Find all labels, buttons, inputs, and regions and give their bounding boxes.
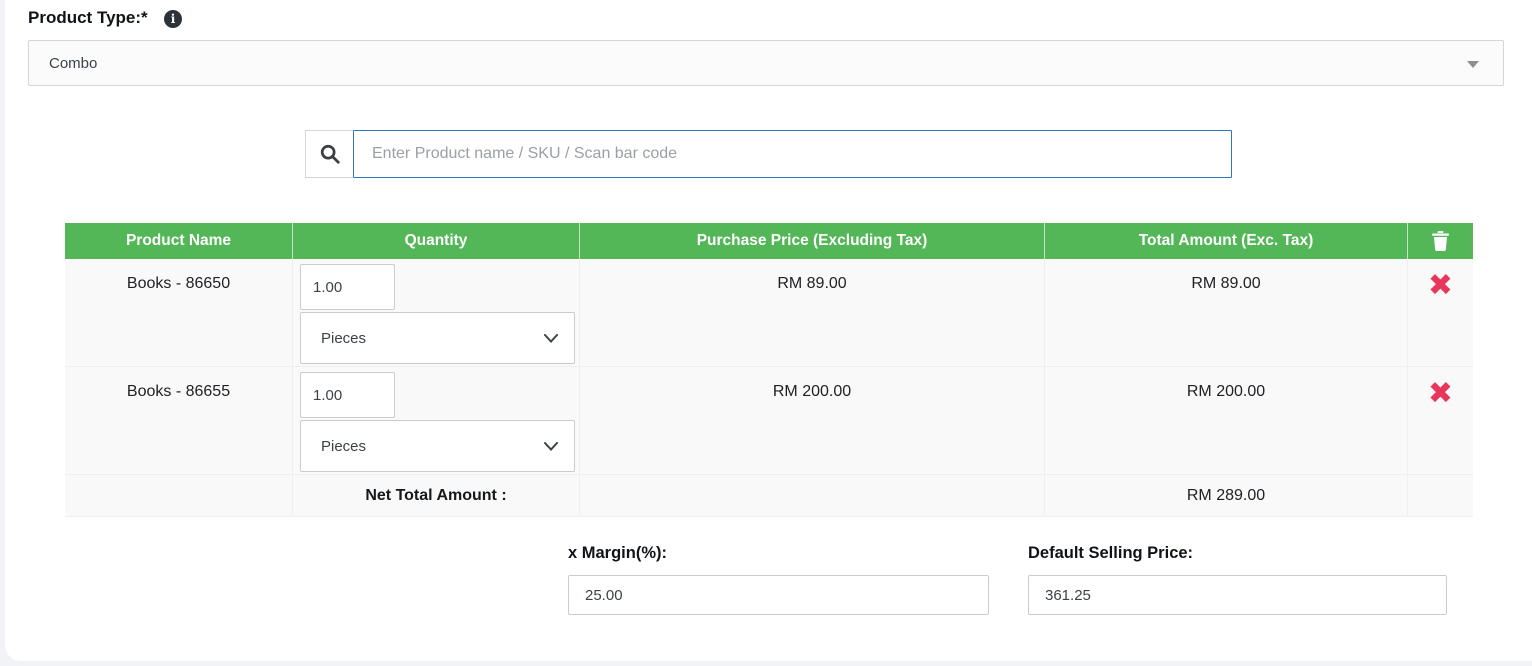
table-row-total-amount: RM 89.00 — [1045, 259, 1408, 367]
header-product-name: Product Name — [65, 223, 293, 259]
table-row-delete-cell: ✖ — [1408, 259, 1473, 367]
total-amount-text: RM 200.00 — [1186, 383, 1266, 400]
chevron-down-icon — [544, 334, 558, 343]
purchase-price-text: RM 89.00 — [777, 275, 847, 292]
quantity-input[interactable] — [300, 372, 395, 418]
default-selling-price-input[interactable] — [1028, 575, 1447, 615]
table-row-product-name: Books - 86650 — [65, 259, 293, 367]
unit-select[interactable]: Pieces — [300, 312, 575, 364]
delete-row-button[interactable]: ✖ — [1427, 268, 1454, 303]
net-total-empty-cell — [65, 475, 293, 517]
purchase-price-text: RM 200.00 — [772, 383, 852, 400]
unit-selected-value: Pieces — [321, 329, 367, 347]
product-name-text: Books - 86655 — [126, 383, 231, 400]
info-icon[interactable]: i — [164, 10, 182, 28]
table-row-quantity-cell: Pieces — [293, 367, 580, 475]
default-selling-price-label: Default Selling Price: — [1028, 544, 1194, 562]
margin-label: x Margin(%): — [568, 544, 667, 562]
table-row-quantity-cell: Pieces — [293, 259, 580, 367]
table-row-delete-cell: ✖ — [1408, 367, 1473, 475]
header-total-amount: Total Amount (Exc. Tax) — [1045, 223, 1408, 259]
caret-down-icon — [1467, 61, 1479, 68]
table-row-purchase-price: RM 200.00 — [580, 367, 1045, 475]
table-row-product-name: Books - 86655 — [65, 367, 293, 475]
header-quantity: Quantity — [293, 223, 580, 259]
unit-select[interactable]: Pieces — [300, 420, 575, 472]
combo-products-table: Product Name Quantity Purchase Price (Ex… — [65, 223, 1473, 517]
product-type-label: Product Type:* — [28, 8, 148, 27]
net-total-value-cell: RM 289.00 — [1045, 475, 1408, 517]
delete-row-button[interactable]: ✖ — [1427, 376, 1454, 411]
net-total-label: Net Total Amount : — [365, 486, 507, 504]
header-delete-column — [1408, 223, 1473, 259]
net-total-label-cell: Net Total Amount : — [293, 475, 580, 517]
table-row-total-amount: RM 200.00 — [1045, 367, 1408, 475]
table-row-purchase-price: RM 89.00 — [580, 259, 1045, 367]
product-name-text: Books - 86650 — [126, 275, 231, 292]
trash-icon — [1432, 231, 1449, 251]
chevron-down-icon — [544, 442, 558, 451]
quantity-input[interactable] — [300, 264, 395, 310]
total-amount-text: RM 89.00 — [1191, 275, 1261, 292]
product-type-selected-value: Combo — [49, 54, 98, 72]
product-type-select[interactable]: Combo — [28, 40, 1504, 86]
net-total-empty-cell — [1408, 475, 1473, 517]
header-purchase-price: Purchase Price (Excluding Tax) — [580, 223, 1045, 259]
search-button[interactable] — [305, 130, 353, 178]
margin-input[interactable] — [568, 575, 989, 615]
net-total-empty-cell — [580, 475, 1045, 517]
search-icon — [320, 144, 340, 164]
unit-selected-value: Pieces — [321, 437, 367, 455]
net-total-value: RM 289.00 — [1186, 486, 1266, 504]
search-input[interactable] — [353, 130, 1232, 178]
